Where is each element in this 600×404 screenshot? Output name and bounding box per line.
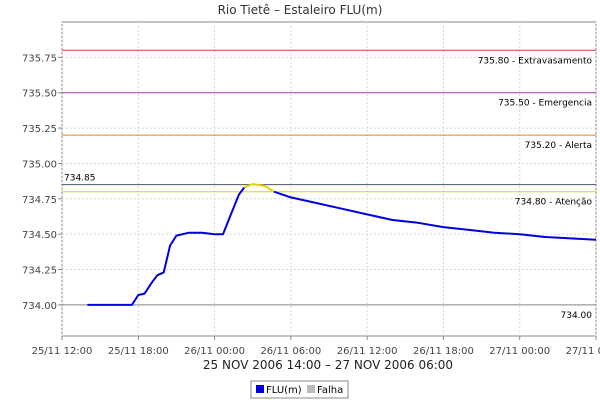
x-tick-label: 26/11 00:00: [184, 346, 245, 357]
legend-swatch-flu: [256, 385, 264, 393]
chart-title: Rio Tietê – Estaleiro FLU(m): [218, 3, 383, 17]
x-tick-label: 26/11 06:00: [260, 346, 321, 357]
reference-line-label: 734.00: [561, 311, 593, 321]
series-lines: [87, 183, 597, 306]
y-axis: 734.00 734.25 734.50 734.75 735.00 735.25 735.…: [22, 53, 62, 312]
y-tick-label: 734.50: [22, 230, 57, 241]
x-tick-label: 25/11 12:00: [32, 346, 93, 357]
reference-line-label: 735.20 - Alerta: [525, 141, 592, 151]
series-line-flu-m--0: [87, 186, 246, 306]
y-tick-label: 734.75: [22, 195, 57, 206]
series-line-falha-1: [243, 183, 275, 193]
reference-line-label: 734.80 - Atenção: [515, 198, 593, 208]
reference-lines: 735.80 - Extravasamento 735.50 - Emergenc…: [62, 49, 596, 321]
legend-swatch-falha: [307, 385, 315, 393]
series-line-flu-m--2: [273, 190, 597, 241]
plot-area: [61, 21, 597, 337]
y-tick-label: 735.75: [22, 53, 57, 64]
y-tick-label: 734.00: [22, 301, 57, 312]
legend: FLU(m) Falha: [250, 380, 349, 399]
x-tick-label: 27/11 06:00: [566, 346, 600, 357]
x-tick-label: 25/11 18:00: [108, 346, 169, 357]
x-axis: 25/11 12:00 25/11 18:00 26/11 00:00 26/11 0…: [32, 336, 600, 357]
x-tick-label: 27/11 00:00: [489, 346, 550, 357]
x-tick-label: 26/11 12:00: [337, 346, 398, 357]
legend-label-falha: Falha: [317, 385, 343, 396]
y-tick-label: 735.25: [22, 124, 57, 135]
x-axis-label: 25 NOV 2006 14:00 – 27 NOV 2006 06:00: [203, 358, 453, 372]
y-tick-label: 735.00: [22, 159, 57, 170]
x-tick-label: 26/11 18:00: [413, 346, 474, 357]
max-line-label: 734.85: [64, 174, 96, 184]
legend-label-flu: FLU(m): [266, 385, 302, 396]
y-tick-label: 735.50: [22, 89, 57, 100]
reference-line-label: 735.80 - Extravasamento: [478, 56, 593, 66]
legend-box: [250, 380, 349, 399]
reference-line-label: 735.50 - Emergencia: [498, 99, 592, 109]
y-tick-label: 734.25: [22, 266, 57, 277]
